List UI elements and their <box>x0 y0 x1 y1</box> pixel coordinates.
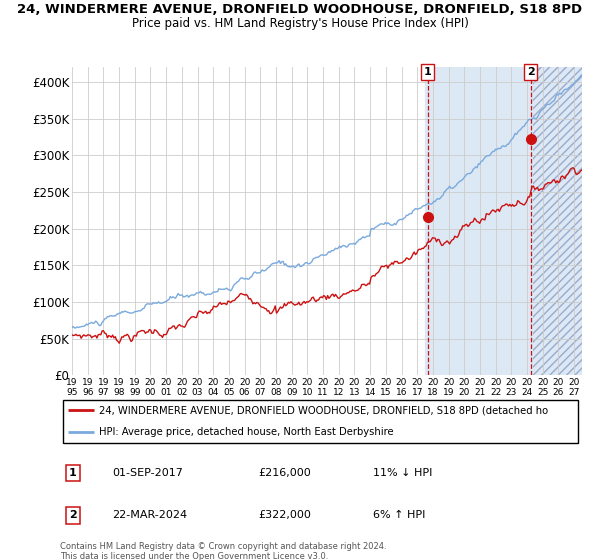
Text: £216,000: £216,000 <box>259 468 311 478</box>
Text: £322,000: £322,000 <box>259 511 311 520</box>
Text: 22-MAR-2024: 22-MAR-2024 <box>112 511 187 520</box>
Text: HPI: Average price, detached house, North East Derbyshire: HPI: Average price, detached house, Nort… <box>99 427 394 437</box>
Text: 24, WINDERMERE AVENUE, DRONFIELD WOODHOUSE, DRONFIELD, S18 8PD (detached ho: 24, WINDERMERE AVENUE, DRONFIELD WOODHOU… <box>99 405 548 416</box>
Text: Price paid vs. HM Land Registry's House Price Index (HPI): Price paid vs. HM Land Registry's House … <box>131 17 469 30</box>
Text: 6% ↑ HPI: 6% ↑ HPI <box>373 511 425 520</box>
Text: 1: 1 <box>424 67 431 77</box>
Text: 24, WINDERMERE AVENUE, DRONFIELD WOODHOUSE, DRONFIELD, S18 8PD: 24, WINDERMERE AVENUE, DRONFIELD WOODHOU… <box>17 3 583 16</box>
Text: 2: 2 <box>527 67 535 77</box>
Bar <box>425 67 533 375</box>
Text: 11% ↓ HPI: 11% ↓ HPI <box>373 468 433 478</box>
Text: 1: 1 <box>69 468 77 478</box>
FancyBboxPatch shape <box>62 400 578 443</box>
Bar <box>533 67 582 375</box>
Text: 2: 2 <box>69 511 77 520</box>
Text: 01-SEP-2017: 01-SEP-2017 <box>112 468 183 478</box>
Text: Contains HM Land Registry data © Crown copyright and database right 2024.
This d: Contains HM Land Registry data © Crown c… <box>60 542 386 560</box>
